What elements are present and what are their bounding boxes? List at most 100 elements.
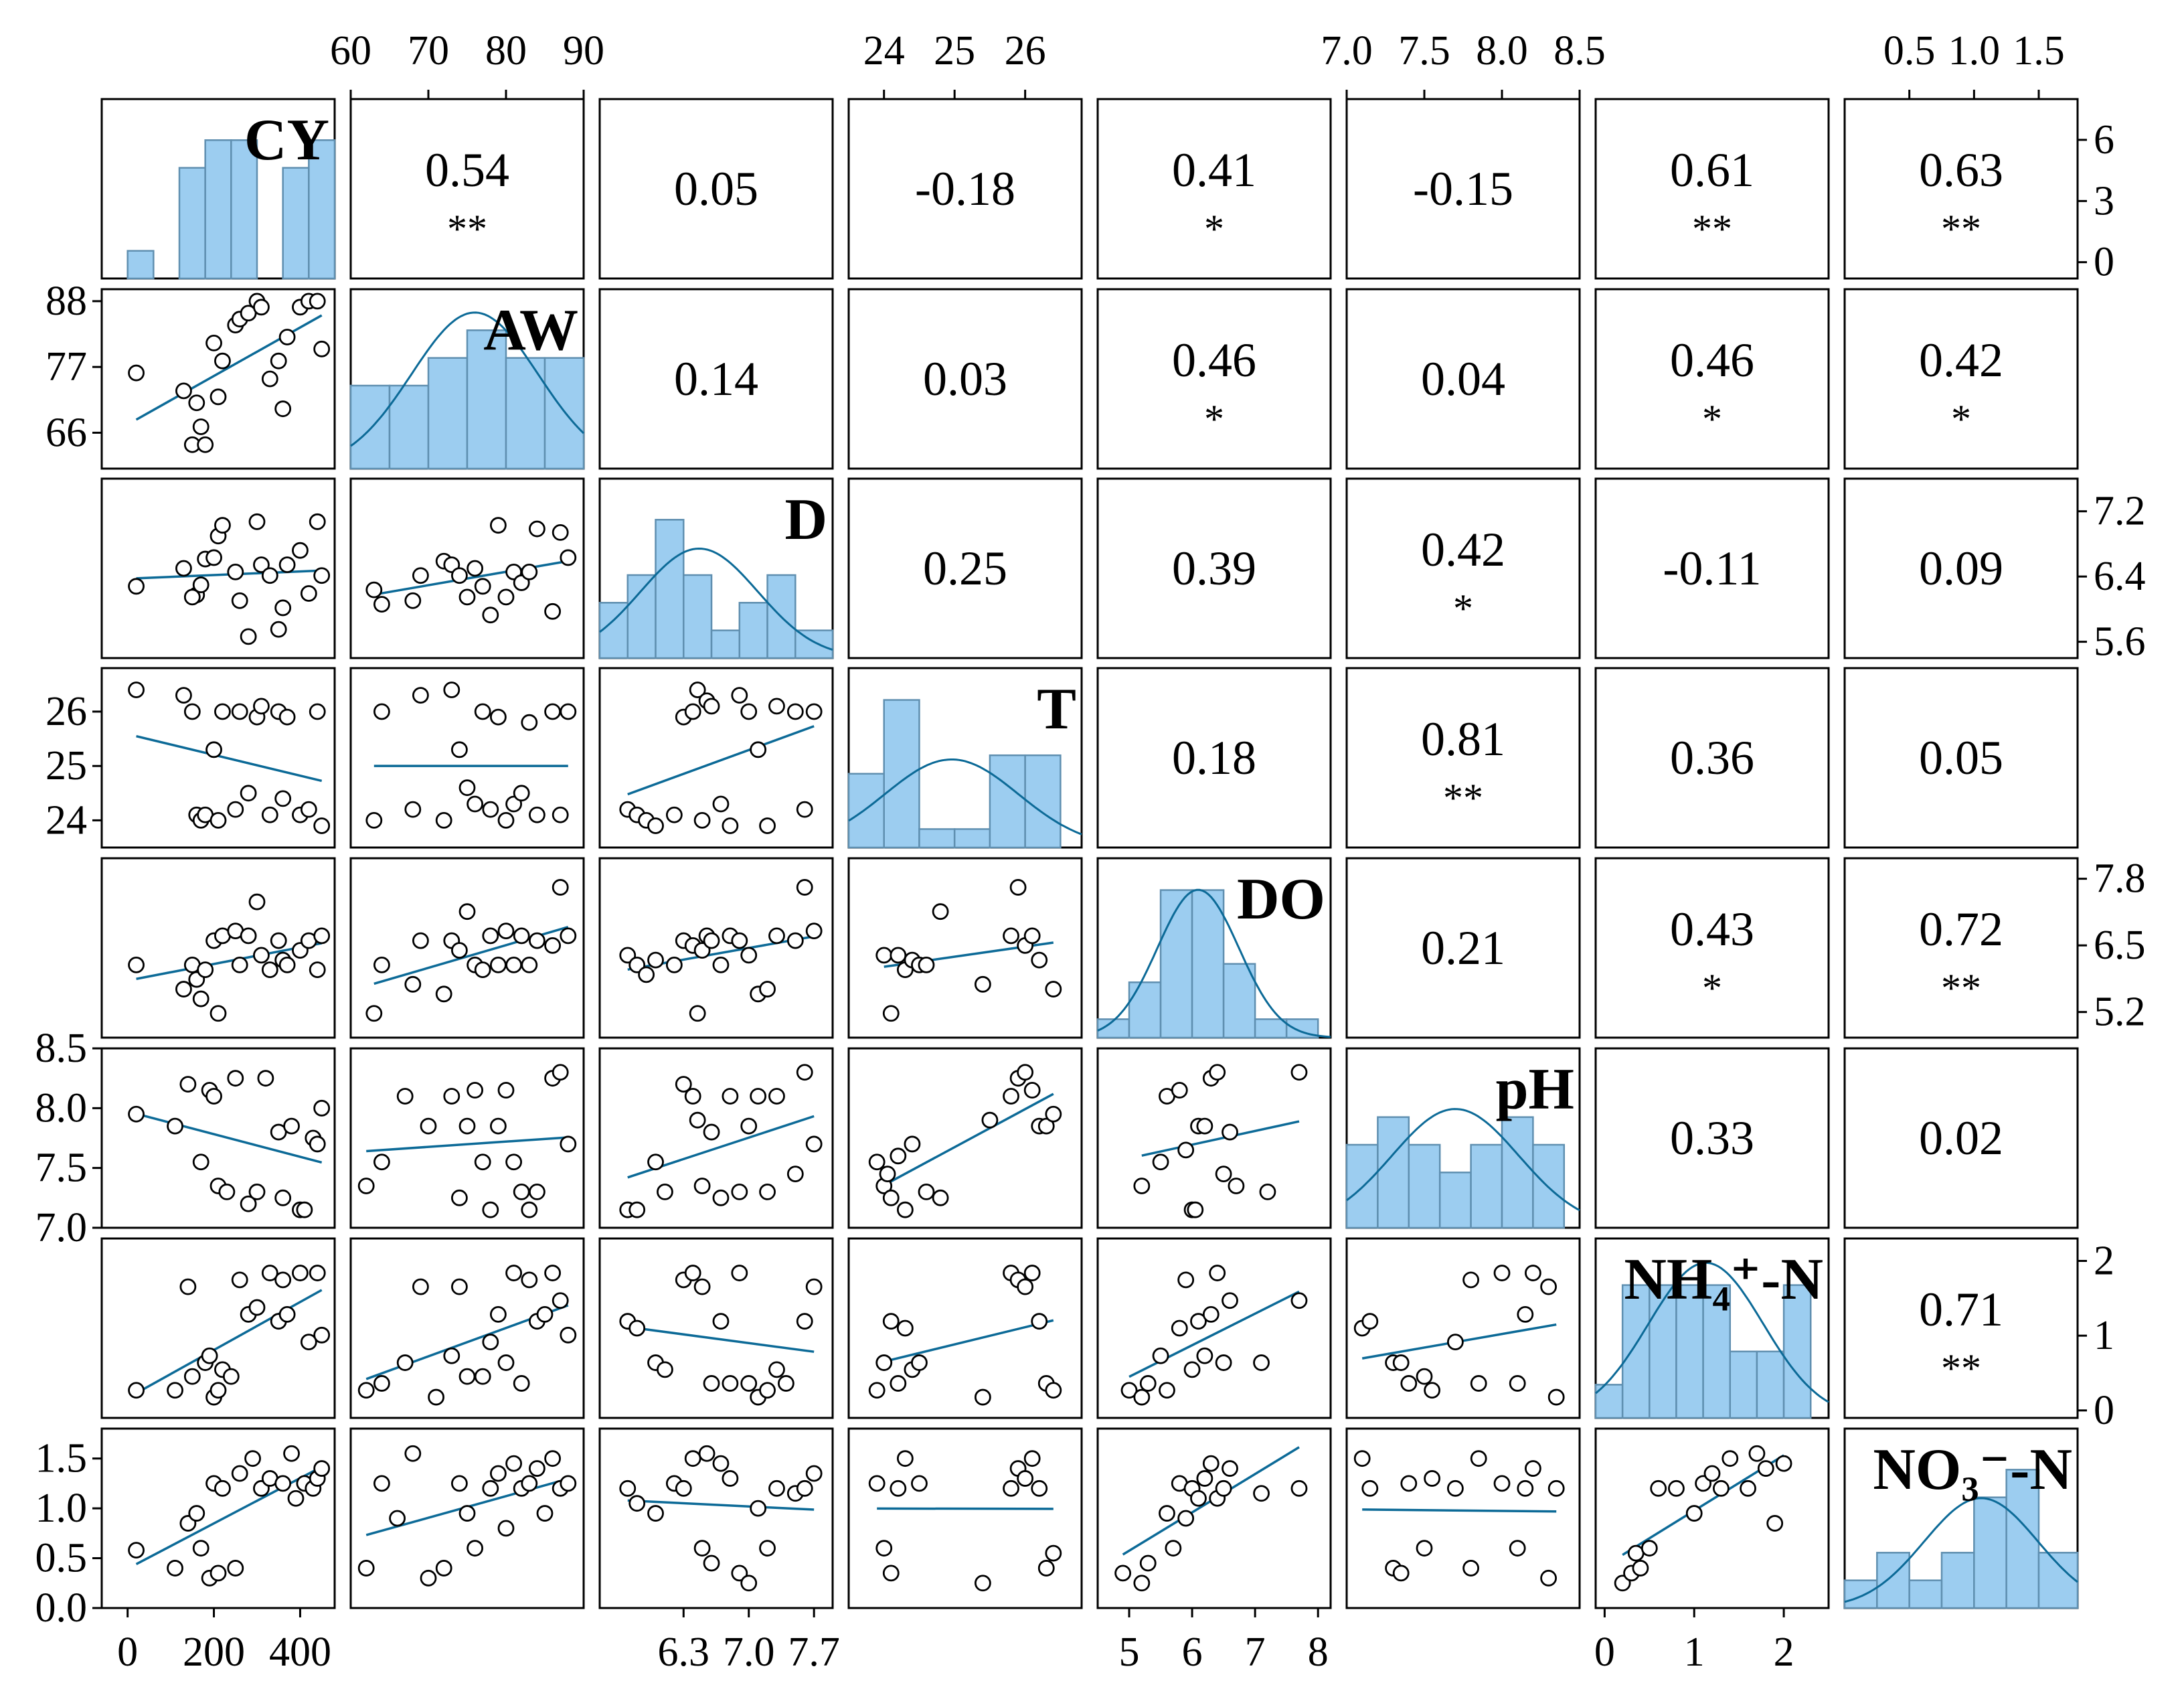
correlation-value: -0.15: [1413, 162, 1513, 216]
panel-6-5: [1345, 1237, 1581, 1419]
scatter-point: [482, 607, 499, 624]
significance-stars: *: [1204, 397, 1224, 441]
scatter-point: [183, 1368, 201, 1385]
correlation-value: 0.03: [923, 352, 1007, 406]
significance-stars: **: [1692, 207, 1732, 251]
scatter-point: [313, 817, 331, 834]
panel-7-0: [100, 1427, 336, 1609]
tick-label-left: 1.0: [35, 1486, 88, 1531]
fit-line: [373, 560, 569, 596]
correlation-value: 0.81: [1421, 712, 1505, 766]
histogram-bar: [1159, 889, 1193, 1039]
scatter-point: [458, 1368, 476, 1385]
tick-label-top: 1.0: [1948, 28, 2001, 74]
scatter-point: [231, 703, 248, 720]
correlation-value: 0.71: [1919, 1283, 2003, 1336]
scatter-point: [128, 1105, 145, 1123]
scatter-point: [981, 1111, 999, 1129]
panel-2-5: [1345, 477, 1581, 659]
scatter-point: [261, 961, 278, 978]
tick-label-top: 8.5: [1553, 28, 1606, 74]
scatter-point: [521, 1271, 538, 1289]
histogram-bar: [1782, 1284, 1812, 1419]
scatter-6-5: [1353, 1265, 1565, 1406]
scatter-point: [412, 567, 429, 584]
scatter-point: [389, 1510, 406, 1527]
scatter-point: [443, 682, 460, 698]
scatter-point: [482, 927, 499, 945]
tick-label-left: 8.5: [35, 1026, 88, 1071]
histogram-bar: [1408, 1143, 1441, 1229]
scatter-point: [205, 1088, 222, 1105]
significance-stars: *: [1702, 397, 1722, 441]
scatter-point: [1650, 1479, 1667, 1497]
correlation-value: 0.61: [1670, 143, 1754, 197]
scatter-point: [1017, 1470, 1034, 1487]
scatter-point: [248, 1184, 266, 1200]
histogram-bar: [1876, 1552, 1910, 1609]
scatter-point: [1177, 1141, 1195, 1159]
tick-label-right: 6: [2094, 117, 2114, 163]
scatter-point: [805, 923, 823, 940]
scatter-point: [274, 1271, 292, 1289]
scatter-point: [309, 961, 326, 978]
panel-4-7: [1843, 857, 2079, 1039]
scatter-point: [759, 1382, 776, 1399]
scatter-6-4: [1120, 1265, 1308, 1406]
scatter-point: [974, 975, 991, 993]
tick-label-top: 24: [863, 28, 905, 74]
scatter-point: [248, 513, 266, 530]
tick-label-bottom: 7.7: [788, 1629, 840, 1675]
scatter-point: [1152, 1347, 1169, 1364]
tick-label-right: 5.6: [2094, 619, 2146, 665]
histogram-bar: [918, 828, 956, 849]
scatter-point: [474, 1368, 491, 1385]
scatter-2-0: [128, 513, 331, 645]
tick-label-bottom: 7: [1245, 1629, 1266, 1675]
tick-label-bottom: 200: [183, 1629, 245, 1675]
tick-label-left: 7.0: [35, 1205, 88, 1251]
scatter-point: [1446, 1479, 1464, 1497]
scatter-point: [1209, 1064, 1226, 1081]
scatter-point: [261, 370, 278, 388]
scatter-point: [451, 1278, 468, 1295]
scatter-point: [183, 588, 201, 606]
scatter-point: [1524, 1265, 1541, 1281]
scatter-point: [420, 1569, 437, 1587]
scatter-point: [490, 1465, 507, 1482]
histogram-bar: [883, 699, 920, 849]
scatter-point: [404, 1445, 422, 1462]
scatter-point: [214, 703, 231, 720]
scatter-point: [1540, 1569, 1558, 1587]
scatter-point: [1017, 1064, 1034, 1081]
scatter-point: [300, 585, 317, 602]
tick-label-top: 7.0: [1321, 28, 1373, 74]
histogram-bar: [466, 329, 507, 470]
scatter-point: [1290, 1292, 1308, 1309]
panel-0-2: [598, 98, 834, 280]
scatter-point: [192, 990, 209, 1008]
scatter-point: [240, 927, 257, 945]
scatter-point: [1171, 1319, 1188, 1337]
correlation-4-7: 0.72 **: [1919, 902, 2003, 1010]
scatter-6-1: [357, 1265, 577, 1406]
scatter-point: [231, 956, 248, 973]
scatter-point: [474, 961, 491, 978]
scatter-point: [214, 1479, 231, 1497]
scatter-point: [1183, 1361, 1201, 1378]
scatter-point: [227, 1070, 244, 1087]
scatter-point: [214, 352, 231, 370]
scatter-point: [657, 1361, 673, 1378]
scatter-point: [896, 1450, 914, 1467]
scatter-point: [497, 1082, 515, 1099]
scatter-point: [357, 1560, 375, 1577]
panel-7-1: [349, 1427, 585, 1609]
correlation-value: -0.18: [915, 162, 1015, 216]
fit-line: [876, 1093, 1054, 1190]
panel-2-1: [349, 477, 585, 659]
panel-5-2: [598, 1047, 834, 1229]
scatter-point: [805, 1278, 823, 1295]
scatter-point: [1721, 1450, 1739, 1467]
variable-label: T: [1037, 677, 1076, 742]
scatter-point: [167, 1117, 183, 1135]
